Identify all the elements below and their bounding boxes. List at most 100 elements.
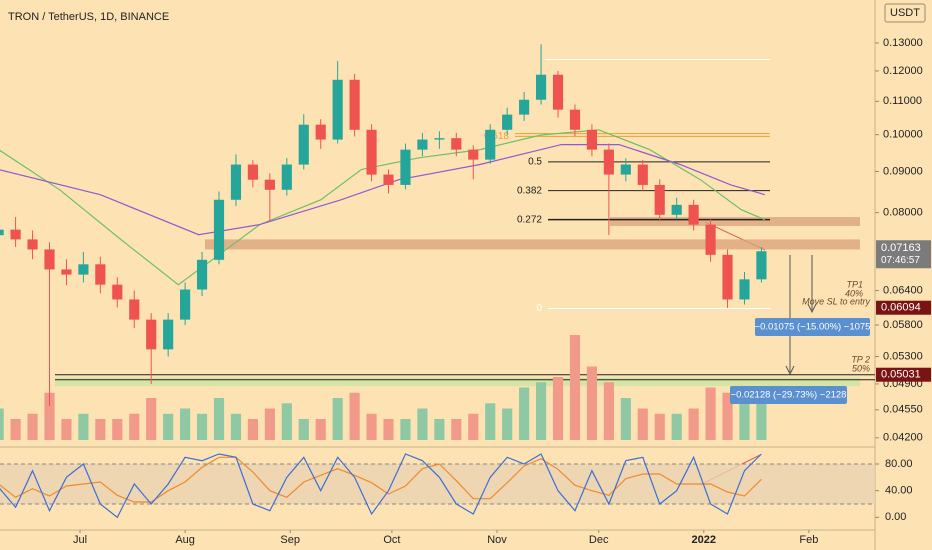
volume-bar [61,419,72,440]
volume-bar [705,387,716,440]
measure-box [730,386,847,404]
candle-body [569,109,581,130]
y-tick-label: 0.08000 [883,207,923,219]
candle-body [27,239,38,250]
price-label: 0.06094 [881,302,921,314]
moving-average [0,129,766,286]
volume-bar [671,413,682,440]
volume-bar [485,403,496,440]
currency: USDT [890,7,920,19]
stoch-y-tick-label: 40.00 [885,485,913,497]
zone [55,377,860,387]
candle-body [213,199,225,260]
currency-box [884,3,926,23]
volume-bar [756,403,767,440]
volume-bar [10,419,21,440]
fib-label: 0.618 [484,131,509,142]
volume-bar [603,382,614,440]
candle-body [603,149,614,175]
x-tick-label: Nov [487,534,507,546]
volume-bar [451,419,462,440]
stoch-band [0,464,875,504]
volume-bar [366,413,377,440]
x-tick-label: Jul [73,534,87,546]
candle-body [705,224,716,255]
price-label-box [876,300,931,315]
y-tick-label: 0.10000 [883,129,923,141]
candle-body [671,204,682,215]
candle-body [180,289,191,320]
x-tick-label: Oct [383,534,400,546]
last-price: 0.07163 [881,242,921,254]
candle-body [78,264,89,275]
candle-body [281,164,292,190]
x-tick-label: Dec [589,534,609,546]
volume-bar [739,398,750,440]
x-tick-label: Aug [175,534,195,546]
candle-body [552,74,564,110]
volume-bar [247,419,258,440]
volume-bar [196,413,208,440]
volume-bar [44,392,55,440]
candle-body [434,138,445,140]
candle-body [586,129,598,150]
volume-bar [722,392,733,440]
volume-bar [298,419,309,440]
volume-bar [264,408,275,440]
volume-bar [27,413,38,440]
candle-body [298,124,309,165]
volume-bar [637,408,648,440]
candle-body [688,204,699,225]
measure-label: −0.01075 (−15.00%) −1075 [755,322,871,333]
candle-body [502,114,513,130]
candle-body [44,249,55,270]
candle-body [163,319,174,350]
volume-bar [383,419,394,440]
candle-body [349,79,360,130]
stoch-line [0,453,762,519]
candle-body [129,299,140,320]
y-tick-label: 0.12000 [883,65,923,77]
y-tick-label: 0.11000 [883,95,922,107]
candle-body [247,164,258,180]
volume-bar [0,408,4,440]
candle-body [332,79,343,140]
candle-body [10,229,21,240]
candle-body [315,124,326,140]
annotation: TP 2 [851,354,870,364]
candle-body [230,164,242,200]
arrowhead [807,303,817,314]
candle-body [722,254,733,300]
volume-bar [569,335,581,440]
y-tick-label: 0.04550 [883,404,923,416]
volume-bar [688,408,699,440]
stoch-line [0,456,762,503]
annotation: 50% [852,363,870,373]
measure-label: −0.02128 (−29.73%) −2128 [731,390,847,401]
stoch-y-tick-label: 80.00 [885,458,913,470]
volume-bar [112,419,123,440]
arrowhead [785,365,795,376]
volume-bar [535,382,547,440]
countdown: 07:46:57 [881,255,920,266]
y-tick-label: 0.05800 [883,319,923,331]
volume-bar [281,403,292,440]
volume-bar [129,413,140,440]
volume-bar [468,413,479,440]
candle-body [535,74,547,100]
volume-bar [552,377,564,440]
zone [610,217,860,226]
fib-label: 0.5 [528,157,542,168]
volume-bar [400,419,411,440]
volume-bar [519,387,530,440]
volume-bar [620,398,631,440]
y-tick-label: 0.05300 [883,350,923,362]
y-tick-label: 0.09000 [883,165,923,177]
volume-bar [146,398,157,440]
fib-label: 0.272 [517,214,542,225]
candle-body [400,149,411,185]
annotation: 40% [845,288,863,298]
candle-body [196,259,208,290]
candle-body [756,251,767,280]
